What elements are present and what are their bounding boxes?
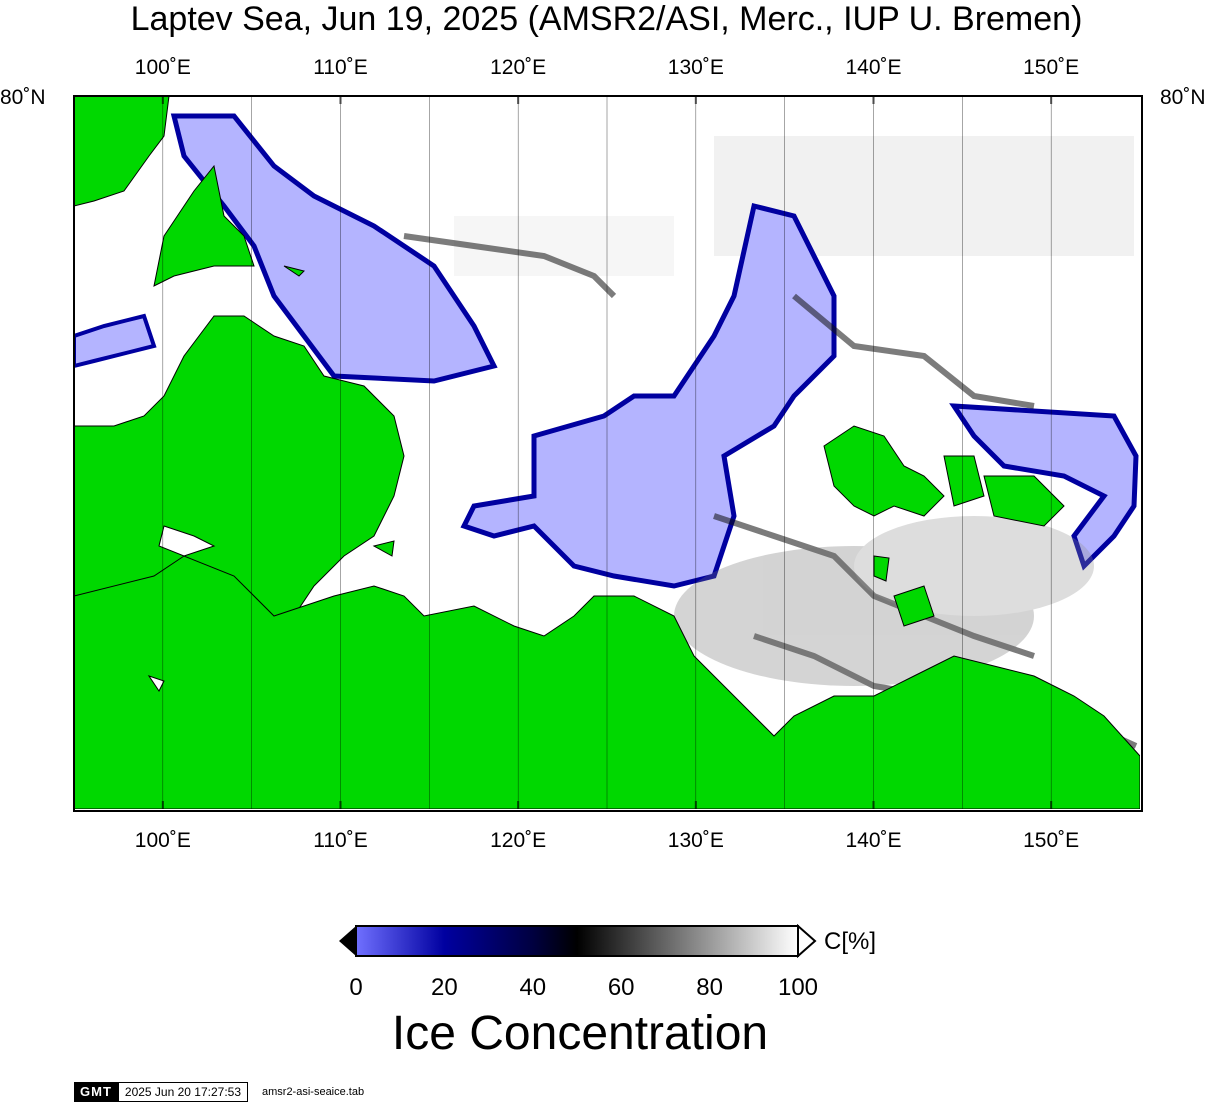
bottom-lon-label-150: 150˚E (1023, 829, 1080, 852)
colorbar-high-arrow (797, 923, 817, 959)
low-ice-region-far-west (74, 313, 157, 369)
low-ice-region-west (170, 113, 498, 384)
top-lon-label-100: 100˚E (134, 56, 191, 79)
colorbar-svg (339, 923, 817, 959)
land-kotelny-island (823, 425, 945, 517)
bottom-lon-label-110: 110˚E (313, 829, 368, 852)
land-faddeyevsky-island (983, 475, 1065, 527)
land-islet-3 (372, 540, 395, 557)
colorbar-title: Ice Concentration (391, 1007, 769, 1060)
latitude-label-left: 80˚N (0, 86, 46, 109)
land-island-severnaya-1 (153, 164, 255, 287)
colorbar-tick-60: 60 (607, 974, 635, 1001)
map-title: Laptev Sea, Jun 19, 2025 (AMSR2/ASI, Mer… (130, 0, 1083, 38)
colorbar-tick-0: 0 (349, 974, 363, 1001)
land-bolshoy-lyakhovsky (893, 585, 935, 627)
top-lon-label-110: 110˚E (313, 56, 368, 79)
land-islet-1 (283, 265, 305, 277)
bottom-lon-label-140: 140˚E (845, 829, 902, 852)
colorbar-unit: C[%] (824, 928, 877, 955)
land-island-2 (943, 455, 985, 507)
meridian-grid (161, 96, 1053, 809)
gmt-timestamp: GMT 2025 Jun 20 17:27:53 amsr2-asi-seaic… (74, 1081, 364, 1103)
bottom-lon-label-100: 100˚E (134, 829, 191, 852)
low-ice-regions (74, 113, 1139, 589)
colorbar-gradient (355, 925, 799, 957)
colorbar (338, 923, 818, 959)
source-file: amsr2-asi-seaice.tab (262, 1086, 365, 1098)
timestamp: 2025 Jun 20 17:27:53 (117, 1082, 248, 1102)
gmt-logo: GMT (74, 1082, 118, 1102)
ice-concentration-map (74, 96, 1140, 809)
map-canvas (74, 96, 1140, 809)
top-lon-label-130: 130˚E (667, 56, 724, 79)
colorbar-tick-40: 40 (519, 974, 547, 1001)
latitude-label-right: 80˚N (1160, 86, 1206, 109)
land-northwest (74, 96, 170, 207)
top-lon-label-150: 150˚E (1023, 56, 1080, 79)
low-ice-region-east (949, 403, 1139, 571)
bottom-lon-label-130: 130˚E (667, 829, 724, 852)
land-islet-2 (873, 555, 890, 582)
ice-scatter-top (454, 136, 1134, 276)
colorbar-tick-100: 100 (777, 974, 819, 1001)
colorbar-tick-20: 20 (431, 974, 458, 1001)
inland-white-patches (147, 525, 216, 692)
bottom-lon-label-120: 120˚E (490, 829, 547, 852)
top-lon-label-120: 120˚E (490, 56, 547, 79)
colorbar-low-arrow (339, 926, 356, 956)
colorbar-tick-80: 80 (696, 974, 723, 1001)
top-lon-label-140: 140˚E (845, 56, 902, 79)
low-ice-region-central (460, 202, 837, 589)
